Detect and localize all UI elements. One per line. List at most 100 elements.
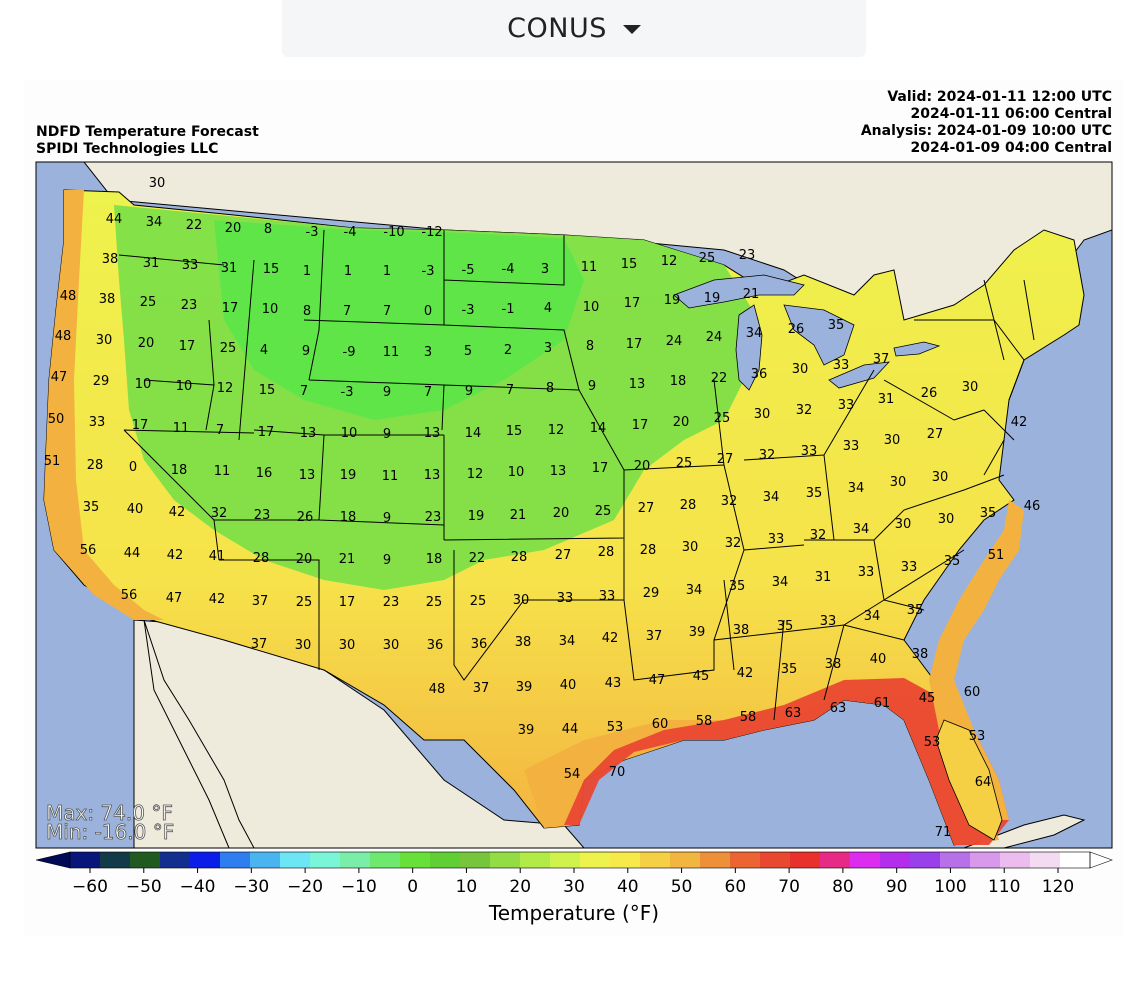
colorbar-tick-label: 60 — [725, 877, 747, 897]
temperature-label: 25 — [220, 341, 237, 356]
temperature-label: 8 — [264, 222, 272, 237]
lake-superior — [673, 274, 805, 309]
temperature-label: 42 — [169, 505, 186, 520]
temperature-label: 9 — [383, 553, 391, 568]
temperature-label: 35 — [806, 486, 823, 501]
colorbar: −60 −50 −40 −30 −20 −10 0 10 20 30 40 50 60 70 80 90 100… — [35, 851, 1113, 897]
temperature-label: 12 — [217, 381, 234, 396]
temperature-label: 17 — [258, 425, 275, 440]
temperature-label: 9 — [302, 344, 310, 359]
temperature-label: 36 — [751, 367, 768, 382]
temperature-label: 37 — [873, 352, 890, 367]
colorbar-segment — [820, 852, 851, 868]
temperature-label: 32 — [759, 448, 776, 463]
temperature-label: 63 — [830, 701, 847, 716]
temperature-label: 26 — [788, 322, 805, 337]
temperature-label: 22 — [711, 371, 728, 386]
colorbar-label: Temperature (°F) — [488, 901, 659, 925]
temperature-label: -1 — [502, 302, 515, 317]
region-dropdown[interactable]: CONUS — [282, 0, 866, 57]
temperature-label: 36 — [471, 637, 488, 652]
temperature-label: 39 — [689, 625, 706, 640]
temperature-label: 37 — [646, 629, 663, 644]
temperature-label: 8 — [546, 381, 554, 396]
temperature-label: 30 — [890, 475, 907, 490]
temperature-label: -3 — [462, 303, 475, 318]
colorbar-tick-label: 30 — [563, 877, 585, 897]
temperature-label: 9 — [465, 384, 473, 399]
temperature-label: 3 — [541, 262, 549, 277]
temperature-label: 25 — [714, 411, 731, 426]
colorbar-segment — [1000, 852, 1031, 868]
temperature-label: 38 — [825, 657, 842, 672]
colorbar-tick-label: 20 — [509, 877, 531, 897]
temperature-label: 8 — [586, 339, 594, 354]
temperature-label: 15 — [263, 262, 280, 277]
colorbar-segment — [850, 852, 881, 868]
temperature-label: 2 — [504, 343, 512, 358]
florida-tip — [935, 719, 1003, 841]
temperature-label: 32 — [796, 403, 813, 418]
temperature-label: 12 — [467, 467, 484, 482]
temperature-label: 11 — [382, 469, 399, 484]
colorbar-segment — [970, 852, 1001, 868]
temperature-label: 17 — [339, 595, 356, 610]
colorbar-tick-label: 90 — [886, 877, 908, 897]
temperature-label: 38 — [733, 623, 750, 638]
temperature-label: 21 — [339, 552, 356, 567]
temperature-label: 56 — [80, 543, 97, 558]
temperature-label: -3 — [306, 225, 319, 240]
temperature-label: -3 — [422, 264, 435, 279]
colorbar-segment — [730, 852, 761, 868]
temperature-label: 18 — [340, 510, 357, 525]
temperature-label: 32 — [211, 506, 228, 521]
colorbar-segment — [790, 852, 821, 868]
temperature-label: 42 — [1011, 415, 1028, 430]
temperature-label: 35 — [980, 506, 997, 521]
colorbar-segment — [310, 852, 341, 868]
temperature-label: 19 — [664, 293, 681, 308]
temperature-label: 13 — [550, 464, 567, 479]
temperature-label: 7 — [300, 384, 308, 399]
temperature-label: 40 — [870, 652, 887, 667]
temperature-label: 35 — [83, 500, 100, 515]
temperature-label: 33 — [838, 398, 855, 413]
colorbar-tick-label: −20 — [287, 877, 323, 897]
temperature-label: 30 — [754, 407, 771, 422]
colorbar-segment — [610, 852, 641, 868]
lake-huron — [783, 304, 855, 366]
colorbar-tick-label: −30 — [233, 877, 269, 897]
lake-ontario — [893, 341, 941, 357]
temperature-label: 47 — [166, 591, 183, 606]
colorbar-segment — [430, 852, 461, 868]
temperature-label: 42 — [737, 666, 754, 681]
temperature-label: 51 — [988, 548, 1005, 563]
colorbar-tick-label: 70 — [778, 877, 800, 897]
temperature-label: 22 — [186, 218, 203, 233]
temperature-label: 35 — [828, 318, 845, 333]
temperature-label: 19 — [340, 468, 357, 483]
west-coast-band — [44, 190, 164, 620]
temperature-label: 34 — [772, 575, 789, 590]
gulf-coast-red — [564, 678, 1009, 845]
temperature-label: 33 — [901, 560, 918, 575]
temperature-label: 1 — [383, 264, 391, 279]
caret-down-icon[interactable] — [622, 25, 641, 34]
temperature-label: 33 — [557, 591, 574, 606]
temperature-label: 22 — [469, 551, 486, 566]
temperature-label: 4 — [544, 301, 552, 316]
temperature-label: -10 — [383, 225, 404, 240]
temperature-label: 11 — [173, 421, 190, 436]
temperature-label: 10 — [583, 300, 600, 315]
temperature-label: 24 — [666, 334, 683, 349]
temperature-label: 42 — [209, 592, 226, 607]
temperature-label: 11 — [214, 464, 231, 479]
temperature-label: 56 — [121, 588, 138, 603]
temperature-label: 29 — [643, 586, 660, 601]
temperature-label: 58 — [696, 714, 713, 729]
colorbar-segment — [700, 852, 731, 868]
temperature-label: 16 — [256, 466, 273, 481]
colorbar-tick-label: 50 — [671, 877, 693, 897]
title-line-2: SPIDI Technologies LLC — [36, 141, 218, 157]
